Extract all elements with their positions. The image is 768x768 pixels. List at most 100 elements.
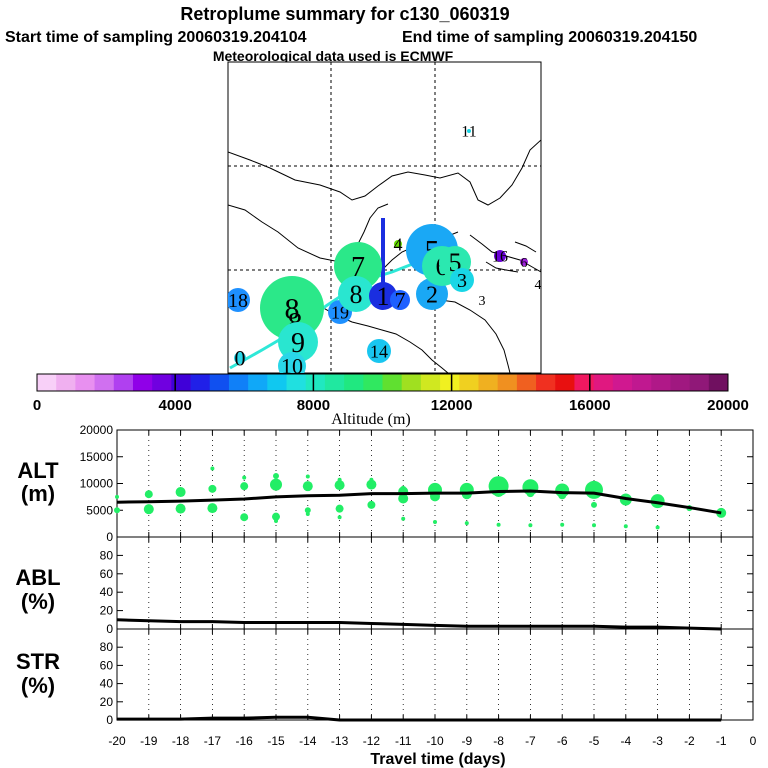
- plume-marker-label: 4: [535, 278, 542, 293]
- colorbar-swatch: [708, 374, 729, 391]
- plume-marker-circle: [520, 258, 528, 266]
- y-tick-label: 0: [106, 713, 113, 727]
- altitude-dot: [591, 501, 597, 508]
- altitude-dot: [305, 511, 310, 516]
- altitude-dot: [716, 507, 727, 518]
- colorbar-swatch: [209, 374, 230, 391]
- altitude-dot: [337, 515, 342, 520]
- y-tick-label: 80: [100, 548, 114, 562]
- colorbar-tick-label: 20000: [707, 397, 749, 414]
- plume-marker-circle: [394, 240, 402, 248]
- colorbar-swatch: [363, 374, 383, 391]
- colorbar-swatch: [344, 374, 364, 391]
- altitude-dot: [528, 523, 533, 528]
- colorbar-swatch: [401, 374, 422, 391]
- altitude-dot: [115, 494, 119, 499]
- end-time-label: End time of sampling 20060319.204150: [402, 29, 697, 46]
- plume-marker-label: 7: [395, 288, 406, 313]
- colorbar-swatch: [152, 374, 172, 391]
- colorbar-swatch: [382, 374, 403, 391]
- altitude-dot: [207, 503, 218, 514]
- x-tick-label: -2: [684, 734, 695, 748]
- altitude-dot: [304, 507, 311, 514]
- plume-marker-label: 0: [235, 346, 246, 371]
- colorbar-swatch: [670, 374, 691, 391]
- altitude-dot: [335, 504, 344, 513]
- plume-map: 11188891001419781725653341664: [227, 61, 542, 374]
- plume-marker-label: 8: [350, 280, 363, 309]
- plume-marker-label: 18: [228, 290, 248, 312]
- plume-marker-circle: [260, 276, 324, 340]
- plume-marker-circle: [494, 250, 506, 262]
- altitude-dot: [175, 487, 186, 498]
- plume-marker-label: 8: [285, 293, 300, 326]
- plume-marker-circle: [416, 278, 448, 310]
- colorbar-swatch: [171, 374, 192, 391]
- colorbar-swatch: [593, 374, 614, 391]
- colorbar-swatch: [132, 374, 153, 391]
- altitude-dot: [337, 477, 342, 482]
- figure-title: Retroplume summary for c130_060319: [180, 4, 509, 24]
- colorbar-tick-label: 16000: [569, 397, 611, 414]
- x-axis-label: Travel time (days): [370, 751, 505, 768]
- x-tick-label: -16: [236, 734, 254, 748]
- x-tick-label: -11: [395, 734, 412, 748]
- altitude-dot: [366, 479, 377, 490]
- colorbar-swatch: [536, 374, 556, 391]
- y-tick-label: 20: [100, 695, 114, 709]
- y-tick-label: 0: [106, 530, 113, 544]
- plume-marker-circle: [228, 288, 250, 312]
- altitude-dot: [400, 485, 407, 492]
- plume-marker-label: 11: [461, 124, 476, 141]
- y-tick-label: 5000: [86, 503, 113, 517]
- x-tick-label: -6: [557, 734, 568, 748]
- plume-marker-circle: [338, 276, 374, 312]
- x-tick-label: -13: [331, 734, 349, 748]
- altitude-dot: [240, 513, 249, 522]
- plume-marker-circle: [367, 339, 391, 363]
- altitude-dot: [496, 522, 501, 527]
- colorbar-swatch: [324, 374, 345, 391]
- colorbar-swatch: [516, 374, 537, 391]
- colorbar-swatch: [459, 374, 479, 391]
- x-tick-label: -9: [461, 734, 472, 748]
- panel-ylabel-unit: (%): [21, 673, 55, 698]
- altitude-dot: [432, 485, 438, 492]
- x-tick-label: -14: [299, 734, 317, 748]
- plume-marker-circle: [234, 352, 246, 364]
- plume-marker-circle: [450, 268, 474, 292]
- colorbar-swatch: [612, 374, 633, 391]
- altitude-colorbar: 0 4000 8000 12000 16000 20000: [33, 373, 749, 414]
- met-data-label: Meteorological data used is ECMWF: [213, 48, 454, 64]
- colorbar-swatch: [420, 374, 441, 391]
- altitude-dot: [369, 477, 374, 482]
- altitude-dot: [273, 473, 279, 480]
- colorbar-swatch: [632, 374, 652, 391]
- colorbar-swatch: [305, 374, 326, 391]
- colorbar-swatch: [574, 374, 595, 391]
- altitude-dot: [240, 482, 249, 491]
- x-tick-label: -1: [716, 734, 727, 748]
- altitude-dot: [401, 516, 406, 521]
- plume-marker-label: 14: [370, 341, 388, 361]
- altitude-dot: [272, 512, 280, 521]
- colorbar-swatch: [267, 374, 288, 391]
- y-tick-label: 0: [106, 622, 113, 636]
- altitude-dot: [655, 525, 660, 530]
- plume-marker-label: 6: [521, 256, 528, 271]
- y-tick-label: 60: [100, 567, 114, 581]
- y-tick-label: 20000: [80, 423, 114, 437]
- colorbar-tick-label: 12000: [431, 397, 473, 414]
- plume-marker-circle: [278, 352, 306, 373]
- plume-marker-label: 3: [479, 294, 486, 309]
- colorbar-swatch: [113, 374, 134, 391]
- altitude-dot: [464, 521, 469, 526]
- colorbar-swatch: [440, 374, 460, 391]
- x-tick-label: -5: [589, 734, 600, 748]
- plume-marker-circle: [334, 242, 382, 290]
- altitude-dot: [398, 493, 409, 504]
- colorbar-swatch: [689, 374, 710, 391]
- y-tick-label: 40: [100, 677, 114, 691]
- plume-marker-label: 7: [351, 252, 365, 283]
